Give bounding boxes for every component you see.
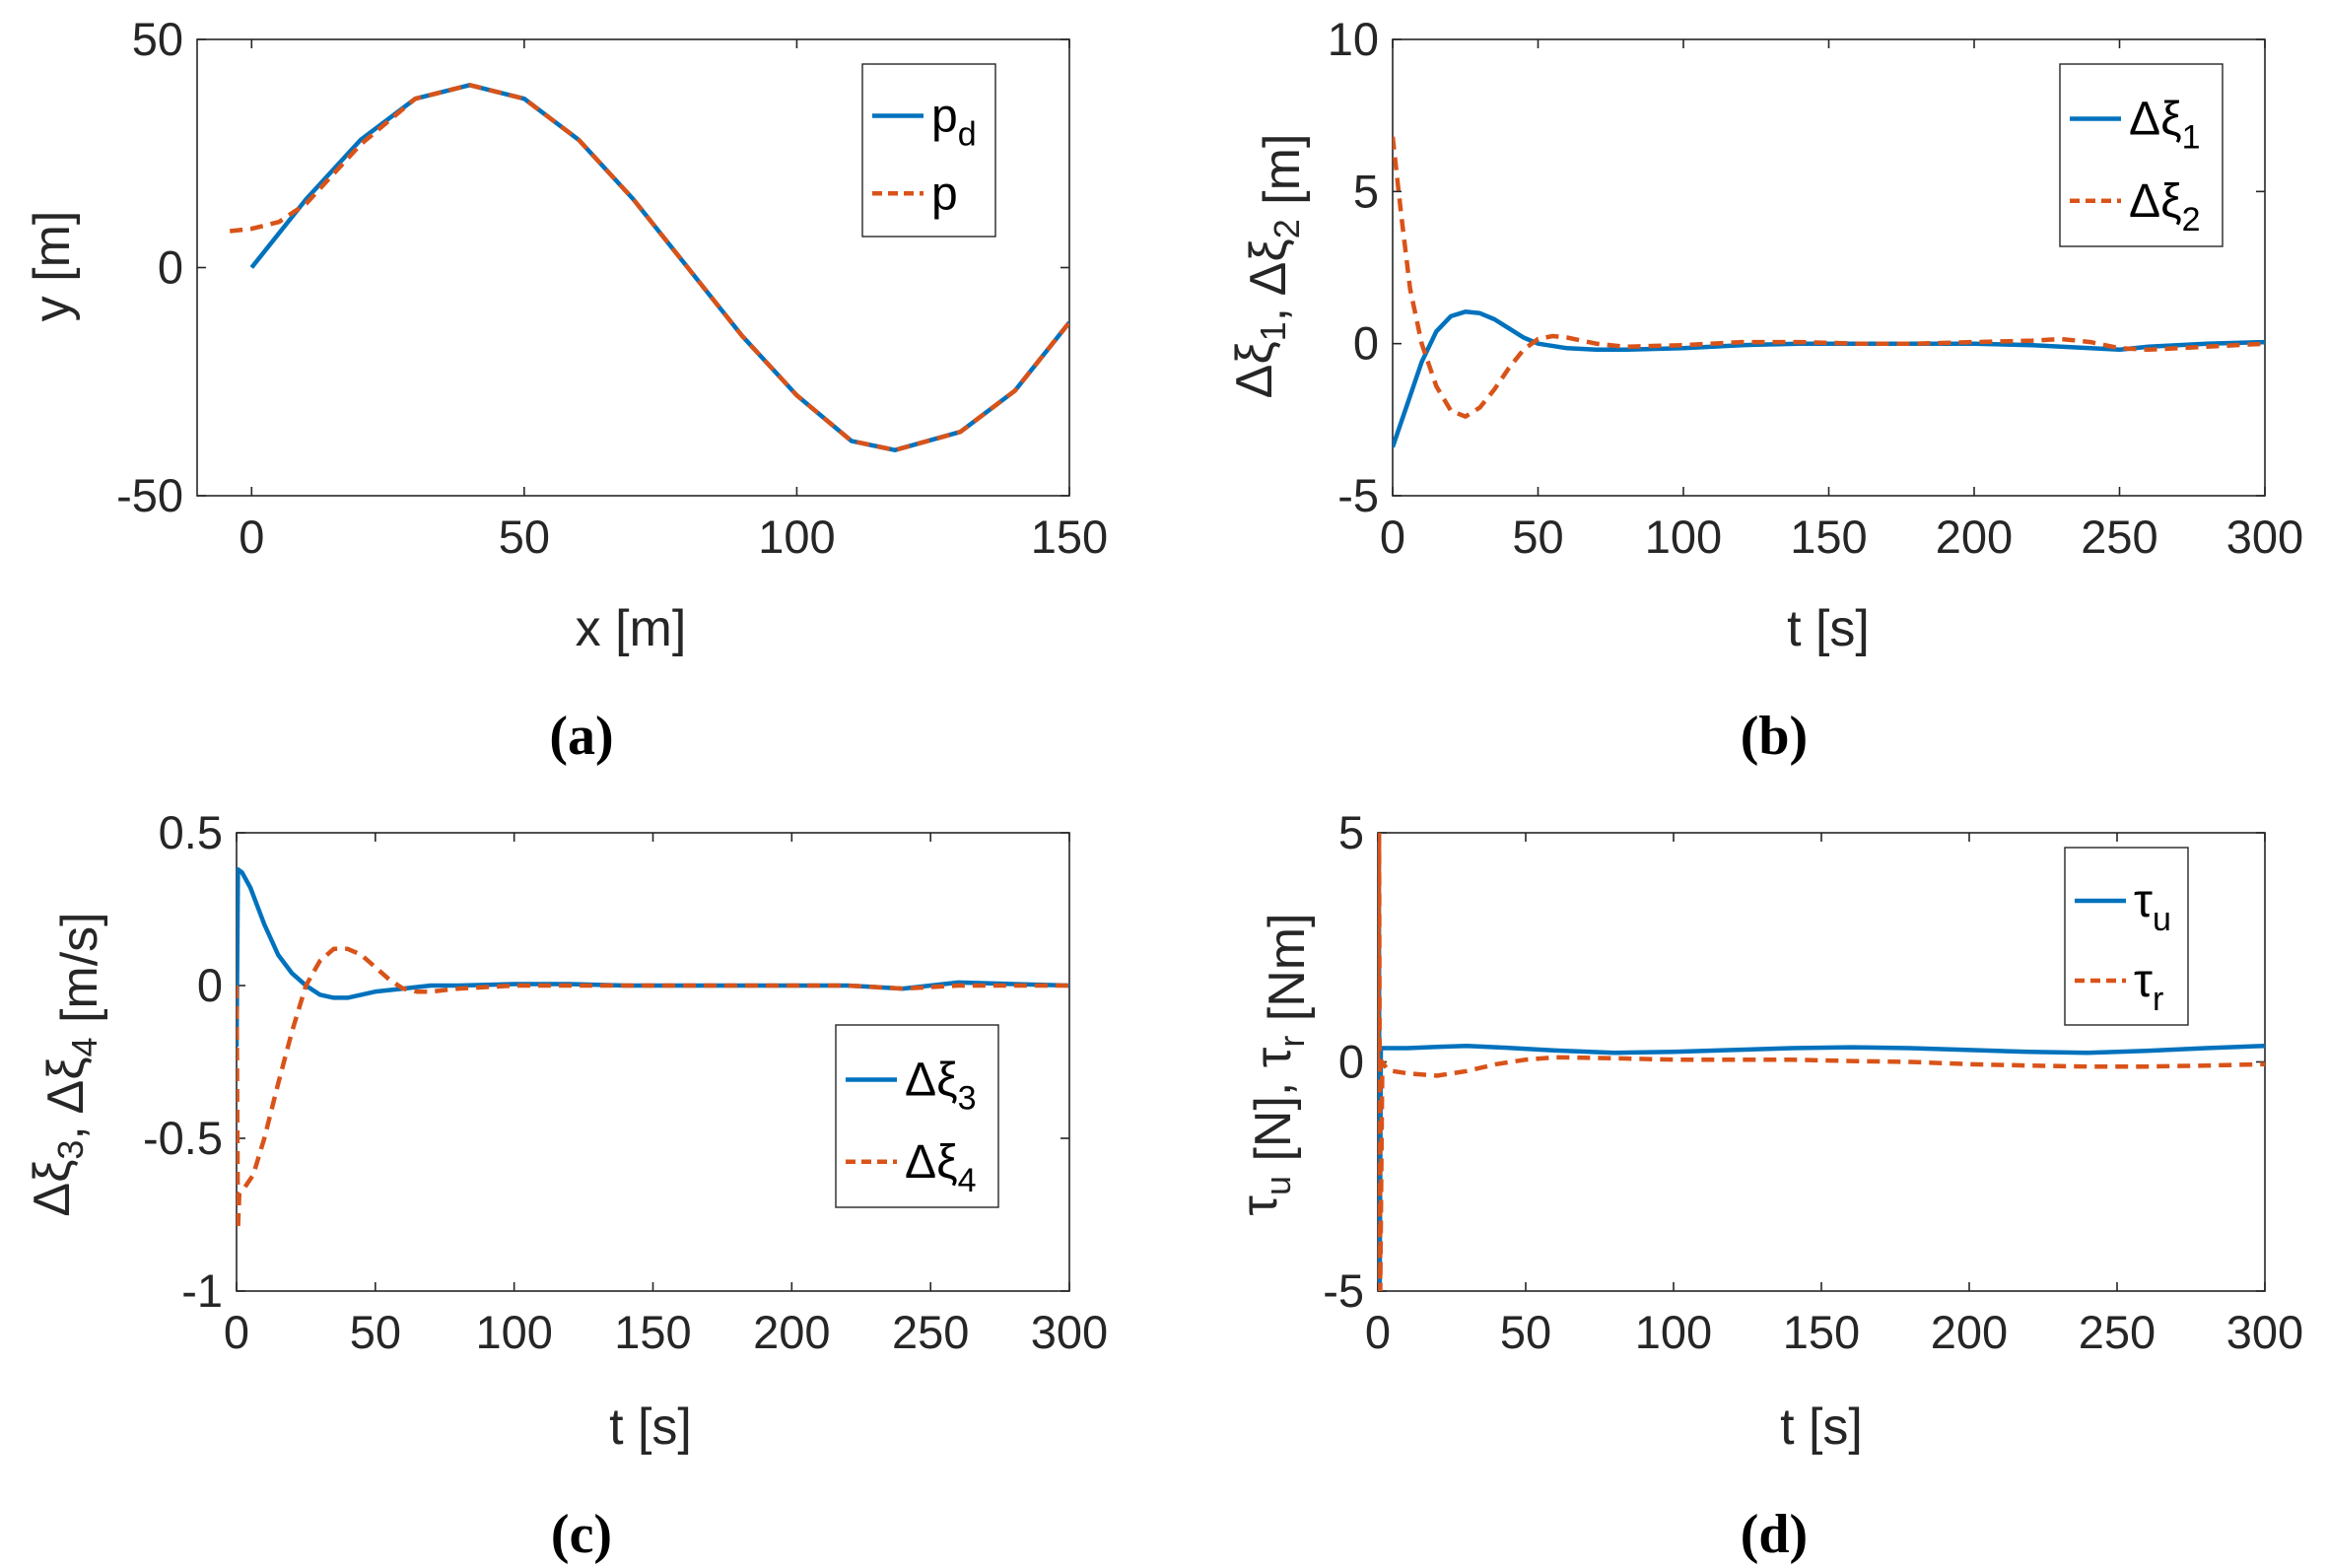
series-line-0 (1393, 309, 2265, 448)
series-line-1 (237, 946, 1069, 1233)
y-tick-label: 5 (1338, 806, 1364, 858)
y-tick-label: 0 (1353, 317, 1379, 370)
legend-box (2064, 847, 2189, 1026)
y-axis-label: Δξ1, Δξ2 [m] (1226, 134, 1311, 399)
y-tick-label: 5 (1353, 165, 1379, 217)
x-tick-label: 250 (2081, 511, 2157, 563)
series-line-1 (1378, 833, 2265, 1291)
y-tick-label: 0 (197, 959, 223, 1011)
x-tick-label: 200 (1936, 511, 2013, 563)
x-tick-label: 300 (2226, 1306, 2303, 1358)
legend: τu τr (2064, 847, 2189, 1026)
legend-label: Δξ2 (2129, 175, 2200, 239)
panel-caption: (c) (551, 1504, 612, 1565)
x-tick-label: 50 (1512, 511, 1563, 563)
y-tick-label: -5 (1323, 1264, 1364, 1317)
y-tick-label: -0.5 (143, 1112, 223, 1164)
x-tick-label: 200 (753, 1306, 830, 1358)
series-line-0 (1378, 833, 2265, 1291)
x-tick-label: 300 (1031, 1306, 1108, 1358)
x-tick-label: 50 (1500, 1306, 1551, 1358)
x-tick-label: 0 (1365, 1306, 1391, 1358)
x-tick-label: 150 (1031, 511, 1108, 563)
x-tick-label: 50 (499, 511, 550, 563)
legend-label: pd (931, 91, 977, 154)
y-tick-label: 10 (1328, 13, 1379, 65)
x-tick-label: 100 (1645, 511, 1722, 563)
x-axis-label: t [s] (609, 1398, 692, 1456)
x-tick-label: 100 (1635, 1306, 1712, 1358)
y-axis-label: τu [N], τr [Nm] (1231, 913, 1316, 1215)
y-axis-label: y [m] (24, 211, 81, 322)
y-tick-label: -1 (181, 1264, 223, 1317)
x-axis-label: t [s] (1780, 1398, 1863, 1456)
y-tick-label: -5 (1337, 469, 1379, 521)
chart-panel-c: 0 50 100 150 200 250 300 -1 -0.5 0 0.5 t [s] Δξ3, Δξ… (24, 806, 1108, 1565)
series-line-1 (1393, 136, 2265, 419)
chart-panel-a: 0 50 100 150 -50 0 50 x [m] y [m] pd p (a) (24, 13, 1108, 767)
x-tick-label: 100 (475, 1306, 552, 1358)
panel-caption: (b) (1741, 706, 1808, 767)
x-tick-label: 250 (892, 1306, 969, 1358)
x-tick-label: 150 (1790, 511, 1867, 563)
x-tick-label: 0 (1380, 511, 1405, 563)
y-tick-label: 0 (158, 241, 183, 294)
legend-label: τr (2134, 955, 2163, 1018)
panel-caption: (d) (1741, 1504, 1808, 1565)
legend-box (861, 63, 996, 238)
x-tick-label: 0 (239, 511, 264, 563)
x-tick-label: 0 (224, 1306, 249, 1358)
x-tick-label: 300 (2226, 511, 2303, 563)
x-tick-label: 150 (614, 1306, 691, 1358)
series-line-1 (229, 83, 1069, 452)
y-tick-label: 50 (132, 13, 183, 65)
y-tick-label: 0.5 (159, 806, 223, 858)
x-axis-label: t [s] (1787, 600, 1870, 657)
x-tick-label: 150 (1783, 1306, 1860, 1358)
legend-label: Δξ4 (905, 1136, 976, 1199)
x-tick-label: 250 (2079, 1306, 2156, 1358)
x-tick-label: 200 (1931, 1306, 2008, 1358)
legend: pd p (861, 63, 996, 238)
legend-label: τu (2134, 875, 2171, 938)
panel-caption: (a) (549, 706, 613, 767)
y-tick-label: 0 (1338, 1036, 1364, 1088)
x-tick-label: 100 (758, 511, 835, 563)
legend-label: Δξ1 (2129, 94, 2200, 157)
legend-box (2059, 63, 2224, 247)
y-tick-label: -50 (116, 469, 183, 521)
x-tick-label: 50 (350, 1306, 401, 1358)
y-axis-label: Δξ3, Δξ4 [m/s] (24, 912, 108, 1216)
x-axis-label: x [m] (576, 600, 687, 657)
legend-label: Δξ3 (905, 1055, 976, 1118)
legend-label: p (931, 168, 958, 220)
legend-box (835, 1024, 999, 1208)
